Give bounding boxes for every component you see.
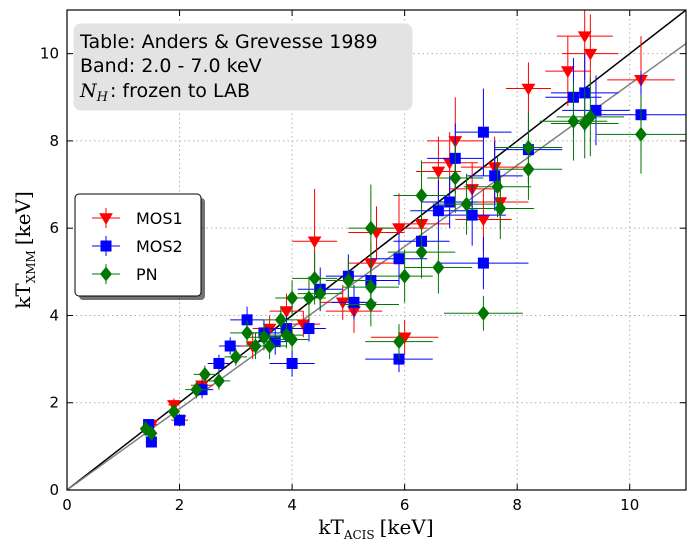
mos1-point [335,297,350,310]
mos2-point [432,205,444,217]
pn-point [522,161,535,177]
x-tick-label: 0 [62,496,72,514]
mos1-point [577,31,592,44]
info-box-background [73,23,413,111]
pn-point [364,297,377,312]
mos2-point [213,357,225,369]
mos2-point [145,436,157,448]
y-tick-label: 2 [49,394,59,412]
pn-point [308,270,321,286]
mos2-point [590,104,602,116]
legend: MOS1 MOS2 PN [74,193,205,300]
mos2-point [286,357,298,369]
mos2-point [444,196,456,208]
y-axis-label: kTXMM[keV] [11,191,38,309]
x-axis-label: kTACIS [keV] [318,515,433,542]
pn-point [167,404,180,419]
legend-marker-mos1 [99,213,113,225]
mos1-point [476,214,491,227]
x-tick-label: 2 [175,496,185,514]
mos1-point [262,323,277,336]
y-tick-label: 4 [49,306,59,324]
pn-point [263,338,276,354]
pn-point [477,305,490,321]
data-points [139,10,686,448]
mos1-point [307,236,322,249]
mos2-point [393,253,405,265]
mos2-point [224,340,236,352]
y-tick-label: 6 [49,219,59,237]
y-tick-label: 10 [40,45,59,63]
legend-marker-pn [100,266,112,282]
series-pn [139,77,686,441]
pn-point [145,425,158,441]
pn-point [393,334,405,350]
plot-frame [66,9,687,491]
legend-label-mos1: MOS1 [136,209,183,228]
mos2-point [303,323,315,335]
mos2-point [269,336,281,348]
pn-point [286,332,299,347]
legend-marker-mos2 [100,240,112,252]
x-tick-label: 4 [287,496,297,514]
mos2-point [477,126,489,138]
info-nh-text: NH: frozen to LAB [79,80,250,105]
x-tick-label: 6 [400,496,410,514]
mos2-point [348,296,360,308]
mos2-point [174,414,186,426]
pn-point [415,188,428,203]
info-box: Table: Anders & Grevesse 1989 Band: 2.0 … [73,23,413,111]
y-tick-label: 0 [49,481,59,499]
legend-label-pn: PN [136,265,158,284]
mos1-point [296,319,311,332]
mos1-point [392,223,406,236]
mos1-point [279,306,294,318]
fit-line [67,42,686,490]
pn-point [258,329,270,345]
mos1-point [560,66,575,78]
axis-ticks: 0 2 4 6 8 10 0 2 4 6 8 10 [40,10,686,514]
x-tick-label: 10 [620,496,639,514]
mos1-point [521,83,536,96]
pn-point [198,366,211,382]
pn-point [212,373,225,389]
info-band-text: Band: 2.0 - 7.0 keV [80,55,262,77]
pn-point [584,109,597,125]
pn-point [635,126,647,142]
pn-point [314,286,327,302]
mos2-point [466,209,478,221]
pn-point [303,290,315,306]
mos2-point [143,419,155,431]
pn-point [342,273,355,288]
pn-point [432,260,445,275]
mos1-point [397,332,412,345]
pn-point [241,325,254,341]
pn-point [229,349,242,365]
pn-point [449,170,462,186]
pn-point [494,201,507,216]
pn-point [567,113,580,129]
y-tick-label: 8 [49,132,59,150]
pn-point [491,179,504,195]
mos1-point [431,166,446,179]
pn-point [398,268,411,284]
series-mos2 [142,53,686,448]
mos1-point [583,48,598,61]
mos2-point [477,257,489,269]
pn-point [274,312,287,328]
legend-label-mos2: MOS2 [136,237,183,256]
pn-point [460,196,473,212]
pn-point [190,382,203,398]
mos2-point [489,170,501,182]
info-table-text: Table: Anders & Grevesse 1989 [79,31,378,53]
x-tick-label: 8 [512,496,522,514]
pn-point [415,244,428,260]
pn-point [364,220,377,236]
